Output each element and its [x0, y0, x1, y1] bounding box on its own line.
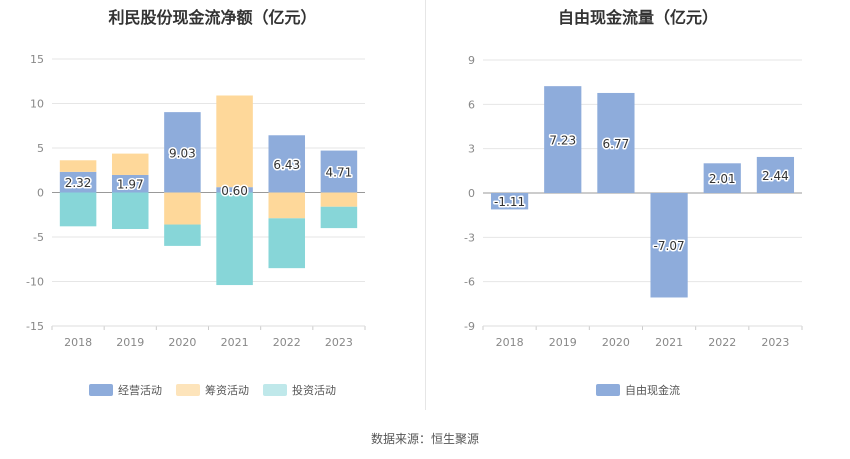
bar-投资活动-2021 — [216, 192, 253, 286]
bar-筹资活动-2019 — [111, 153, 149, 175]
legend-label: 经营活动 — [118, 384, 162, 397]
bar-自由现金流-2023 — [756, 156, 795, 193]
bar-投资活动-2018 — [59, 192, 97, 227]
data-label: 9.03 — [169, 146, 196, 160]
y-tick-label: -15 — [26, 320, 44, 333]
y-tick-label: -6 — [464, 276, 475, 289]
y-tick-label: 15 — [30, 53, 44, 66]
bar-自由现金流-2021 — [650, 193, 688, 298]
bar-投资活动-2020 — [164, 224, 201, 246]
y-tick-label: -9 — [464, 320, 475, 333]
legend-item-投资活动[interactable]: 投资活动 — [263, 382, 336, 398]
legend-label: 筹资活动 — [205, 384, 249, 397]
data-label: -7.07 — [654, 239, 685, 253]
legend-swatch — [89, 384, 113, 396]
x-tick-label: 2022 — [273, 336, 301, 349]
free-cash-flow-chart: 自由现金流量（亿元） 9 6 3 0 -3 -6 -9 -1.11 7.23 6.77 -7.07 2… — [426, 0, 850, 410]
bar-筹资活动-2020 — [164, 192, 201, 225]
legend-swatch — [596, 384, 620, 396]
legend-item-自由现金流[interactable]: 自由现金流 — [596, 382, 680, 398]
bar-筹资活动-2021 — [216, 95, 253, 188]
cash-flow-net-chart: 利民股份现金流净额（亿元） 15 10 5 0 -5 -10 -15 2.32 1.97 9.03… — [0, 0, 425, 410]
y-tick-label: -10 — [26, 276, 44, 289]
chart-plot: 9 6 3 0 -3 -6 -9 -1.11 7.23 6.77 -7.07 2.01 2.44 2018… — [464, 54, 803, 349]
x-tick-label: 2019 — [116, 336, 144, 349]
y-tick-label: -5 — [33, 231, 44, 244]
x-tick-label: 2022 — [708, 336, 736, 349]
y-tick-label: 10 — [30, 98, 44, 111]
data-label: 2.44 — [762, 169, 789, 183]
y-tick-label: 3 — [468, 143, 475, 156]
y-tick-label: 0 — [468, 187, 475, 200]
bar-经营活动-2019 — [111, 174, 149, 193]
data-label: 2.01 — [709, 172, 736, 186]
x-tick-label: 2020 — [168, 336, 196, 349]
x-tick-label: 2021 — [221, 336, 249, 349]
bar-自由现金流-2019 — [544, 86, 582, 193]
bar-自由现金流-2020 — [597, 92, 635, 193]
bar-经营活动-2022 — [268, 135, 306, 193]
bar-经营活动-2020 — [164, 112, 201, 193]
legend-item-筹资活动[interactable]: 筹资活动 — [176, 382, 249, 398]
bar-投资活动-2019 — [111, 192, 149, 229]
bar-筹资活动-2022 — [268, 192, 306, 219]
legend-label: 投资活动 — [292, 384, 336, 397]
y-tick-label: 5 — [37, 142, 44, 155]
panel-divider — [425, 0, 426, 410]
bar-自由现金流-2018 — [490, 193, 529, 210]
y-tick-label: 9 — [468, 54, 475, 67]
data-label: 4.71 — [326, 166, 353, 180]
legend: 自由现金流 — [426, 382, 850, 398]
y-tick-label: 6 — [468, 98, 475, 111]
data-label: -1.11 — [494, 195, 525, 209]
legend-swatch — [263, 384, 287, 396]
y-tick-label: -3 — [464, 231, 475, 244]
bar-经营活动-2021 — [216, 187, 253, 193]
bar-经营活动-2018 — [59, 171, 97, 193]
x-tick-label: 2020 — [602, 336, 630, 349]
chart-plot: 15 10 5 0 -5 -10 -15 2.32 1.97 9.03 0.60 6.43 4.71 20… — [26, 53, 366, 349]
data-label: 7.23 — [549, 134, 576, 148]
legend: 经营活动 筹资活动 投资活动 — [0, 382, 425, 398]
bar-筹资活动-2018 — [59, 160, 97, 172]
x-tick-label: 2019 — [549, 336, 577, 349]
y-tick-label: 0 — [37, 187, 44, 200]
bar-筹资活动-2023 — [320, 192, 358, 207]
data-label: 1.97 — [117, 178, 144, 192]
data-label: 2.32 — [65, 176, 92, 190]
x-tick-label: 2021 — [655, 336, 683, 349]
data-label: 6.77 — [603, 137, 630, 151]
chart-title: 利民股份现金流净额（亿元） — [108, 8, 317, 27]
x-tick-label: 2018 — [64, 336, 92, 349]
x-tick-label: 2018 — [496, 336, 524, 349]
legend-item-经营活动[interactable]: 经营活动 — [89, 382, 162, 398]
chart-title: 自由现金流量（亿元） — [557, 8, 718, 27]
x-tick-label: 2023 — [325, 336, 353, 349]
bar-投资活动-2023 — [320, 206, 358, 229]
bar-投资活动-2022 — [268, 218, 306, 269]
legend-label: 自由现金流 — [625, 384, 680, 397]
legend-swatch — [176, 384, 200, 396]
data-label: 0.60 — [221, 184, 248, 198]
bar-自由现金流-2022 — [703, 163, 741, 193]
data-source-note: 数据来源：恒生聚源 — [370, 432, 479, 446]
x-tick-label: 2023 — [761, 336, 789, 349]
data-label: 6.43 — [273, 158, 300, 172]
bar-经营活动-2023 — [320, 150, 358, 193]
